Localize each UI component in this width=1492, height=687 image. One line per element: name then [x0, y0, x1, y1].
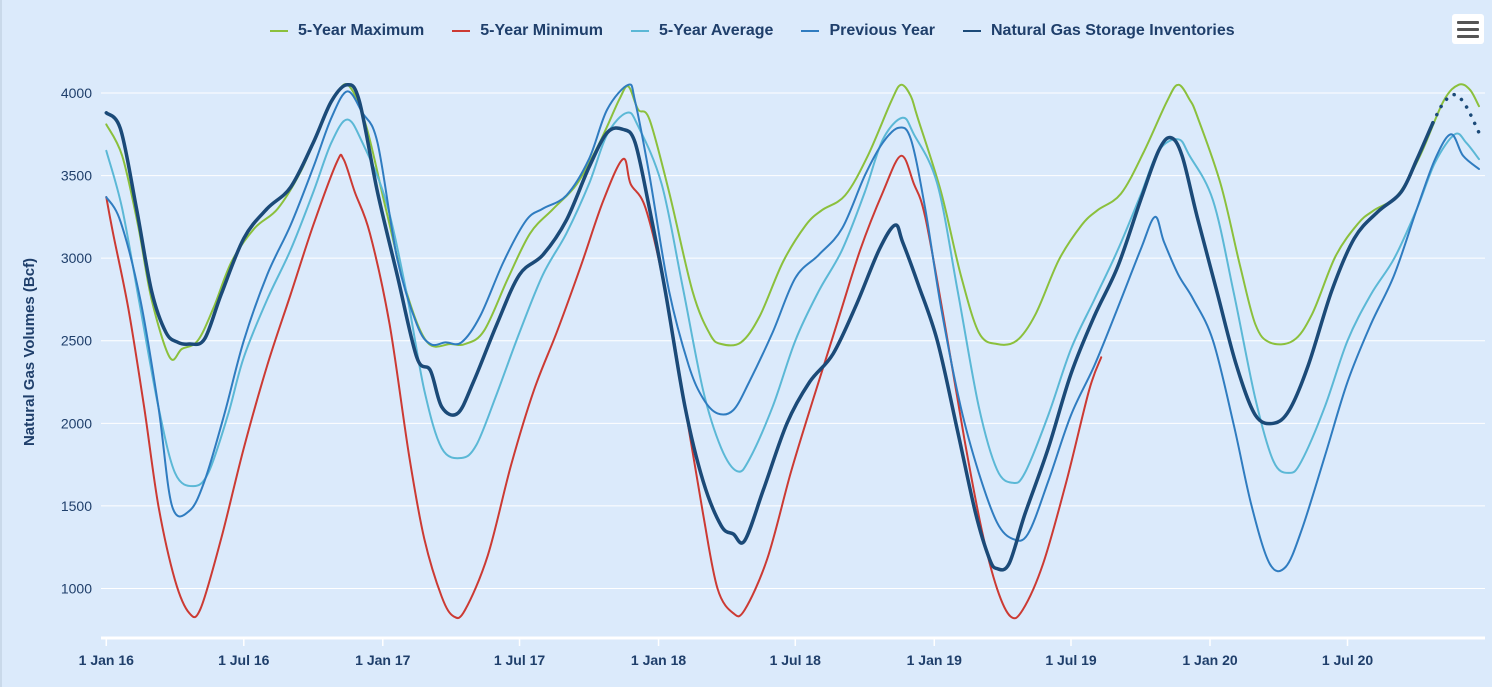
legend-label: Previous Year — [829, 22, 935, 39]
x-tick-label: 1 Jul 16 — [218, 652, 270, 668]
y-tick-label: 1000 — [61, 580, 92, 596]
y-tick-label: 3000 — [61, 250, 92, 266]
grid-lines — [101, 92, 1485, 589]
legend-item[interactable]: Previous Year — [801, 22, 935, 40]
y-tick-label: 3500 — [61, 168, 92, 184]
x-tick-label: 1 Jul 19 — [1045, 652, 1097, 668]
legend-label: 5-Year Maximum — [298, 22, 425, 39]
series-projection-dotted — [1431, 92, 1481, 135]
x-tick-label: 1 Jan 18 — [631, 652, 686, 668]
series-line-natural-gas-storage-inventories — [104, 83, 1435, 572]
y-axis-title: Natural Gas Volumes (Bcf) — [21, 258, 38, 446]
legend-swatch — [452, 30, 471, 32]
x-tick-label: 1 Jan 17 — [355, 652, 410, 668]
legend-swatch — [270, 30, 288, 32]
x-tick-label: 1 Jul 18 — [770, 652, 822, 668]
chart-legend: 5-Year Maximum 5-Year Minimum 5-Year Avera… — [270, 22, 1235, 40]
y-tick-label: 1500 — [61, 498, 92, 514]
legend-label: 5-Year Average — [658, 22, 774, 39]
legend-swatch — [630, 30, 649, 32]
axes: 1000 1500 2000 2500 3000 3500 4000 1 Jan 16 1 Ju… — [61, 85, 1485, 668]
series-line-5-year-maximum — [105, 83, 1480, 361]
chart-menu-button[interactable] — [1452, 14, 1484, 44]
series-lines — [104, 83, 1481, 620]
menu-bar-3 — [1457, 34, 1479, 38]
series-line-previous-year — [105, 83, 1480, 573]
legend-label: 5-Year Minimum — [480, 22, 603, 39]
legend-item[interactable]: 5-Year Maximum — [270, 22, 424, 40]
x-tick-label: 1 Jan 20 — [1182, 652, 1237, 668]
x-tick-label: 1 Jan 16 — [79, 652, 134, 668]
legend-item[interactable]: 5-Year Minimum — [452, 22, 603, 40]
hamburger-menu-icon — [1457, 20, 1479, 24]
y-tick-label: 4000 — [61, 85, 92, 101]
legend-label: Natural Gas Storage Inventories — [991, 22, 1235, 39]
series-line-5-year-minimum — [105, 153, 1103, 620]
series-line-5-year-average — [105, 111, 1480, 488]
legend-item[interactable]: 5-Year Average — [630, 22, 774, 40]
y-tick-label: 2000 — [61, 415, 92, 431]
legend-swatch — [801, 30, 820, 32]
x-tick-label: 1 Jul 17 — [494, 652, 546, 668]
menu-bar-2 — [1457, 27, 1479, 31]
x-tick-label: 1 Jul 20 — [1322, 652, 1374, 668]
legend-item[interactable]: Natural Gas Storage Inventories — [963, 22, 1235, 40]
x-tick-label: 1 Jan 19 — [907, 652, 962, 668]
y-tick-label: 2500 — [61, 333, 92, 349]
legend-swatch — [963, 30, 981, 32]
